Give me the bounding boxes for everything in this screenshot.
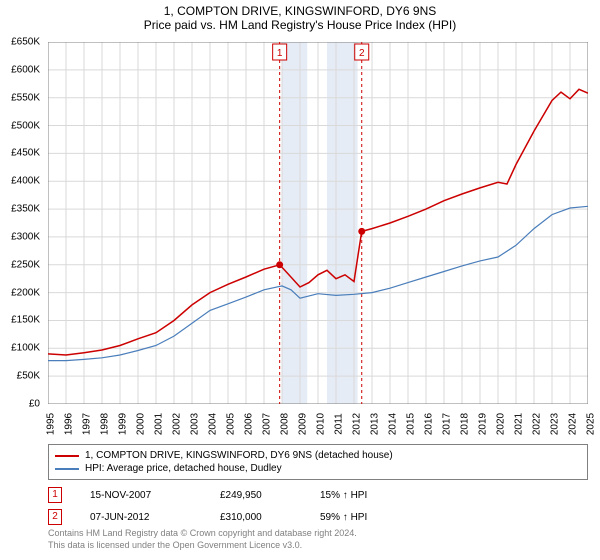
x-tick-label: 2025 (586, 413, 597, 435)
x-tick-label: 2018 (460, 413, 471, 435)
x-tick-label: 2019 (478, 413, 489, 435)
event-row: 1 15-NOV-2007 £249,950 15% ↑ HPI (48, 484, 588, 506)
y-tick-label: £250K (11, 259, 40, 270)
x-tick-label: 2008 (280, 413, 291, 435)
event-hpi: 15% ↑ HPI (320, 490, 367, 501)
y-tick-label: £150K (11, 315, 40, 326)
legend: 1, COMPTON DRIVE, KINGSWINFORD, DY6 9NS … (48, 444, 588, 480)
y-tick-label: £500K (11, 120, 40, 131)
x-tick-label: 2022 (532, 413, 543, 435)
x-tick-label: 2006 (244, 413, 255, 435)
x-tick-label: 2009 (298, 413, 309, 435)
y-tick-label: £400K (11, 176, 40, 187)
x-tick-label: 2023 (550, 413, 561, 435)
legend-label: 1, COMPTON DRIVE, KINGSWINFORD, DY6 9NS … (85, 450, 393, 461)
y-tick-label: £550K (11, 92, 40, 103)
x-tick-label: 2015 (406, 413, 417, 435)
x-tick-label: 2024 (568, 413, 579, 435)
x-tick-label: 2013 (370, 413, 381, 435)
x-tick-label: 2010 (316, 413, 327, 435)
footer-line: Contains HM Land Registry data © Crown c… (48, 528, 588, 540)
plot-area: 12 (48, 42, 588, 404)
x-tick-label: 1999 (118, 413, 129, 435)
y-axis-labels: £0£50K£100K£150K£200K£250K£300K£350K£400… (0, 42, 44, 404)
legend-swatch (55, 455, 79, 457)
legend-item: HPI: Average price, detached house, Dudl… (55, 462, 581, 475)
title-block: 1, COMPTON DRIVE, KINGSWINFORD, DY6 9NS … (0, 0, 600, 32)
x-tick-label: 2003 (190, 413, 201, 435)
y-tick-label: £650K (11, 37, 40, 48)
event-date: 07-JUN-2012 (90, 512, 220, 523)
y-tick-label: £100K (11, 343, 40, 354)
x-tick-label: 2021 (514, 413, 525, 435)
event-marker-icon: 1 (48, 487, 62, 503)
x-tick-label: 1996 (64, 413, 75, 435)
footer-line: This data is licensed under the Open Gov… (48, 540, 588, 552)
x-axis-labels: 1995 1996 1997 1998 1999 2000 2001 2002 2003 2004… (48, 406, 588, 440)
x-tick-label: 2000 (136, 413, 147, 435)
event-hpi: 59% ↑ HPI (320, 512, 367, 523)
x-tick-label: 2011 (334, 413, 345, 435)
x-tick-label: 2001 (154, 413, 165, 435)
x-tick-label: 2016 (424, 413, 435, 435)
y-tick-label: £350K (11, 204, 40, 215)
y-tick-label: £600K (11, 64, 40, 75)
y-tick-label: £450K (11, 148, 40, 159)
x-tick-label: 2002 (172, 413, 183, 435)
event-date: 15-NOV-2007 (90, 490, 220, 501)
event-price: £310,000 (220, 512, 320, 523)
chart-title: 1, COMPTON DRIVE, KINGSWINFORD, DY6 9NS (0, 4, 600, 18)
x-tick-label: 2005 (226, 413, 237, 435)
x-tick-label: 2004 (208, 413, 219, 435)
legend-item: 1, COMPTON DRIVE, KINGSWINFORD, DY6 9NS … (55, 449, 581, 462)
y-tick-label: £300K (11, 231, 40, 242)
event-price: £249,950 (220, 490, 320, 501)
x-tick-label: 1998 (100, 413, 111, 435)
y-tick-label: £200K (11, 287, 40, 298)
legend-swatch (55, 468, 79, 470)
y-tick-label: £0 (29, 399, 40, 410)
x-tick-label: 2007 (262, 413, 273, 435)
x-tick-label: 1995 (46, 413, 57, 435)
legend-label: HPI: Average price, detached house, Dudl… (85, 463, 282, 474)
chart-svg: 12 (48, 42, 588, 404)
x-tick-label: 2017 (442, 413, 453, 435)
x-tick-label: 1997 (82, 413, 93, 435)
event-row: 2 07-JUN-2012 £310,000 59% ↑ HPI (48, 506, 588, 528)
footer: Contains HM Land Registry data © Crown c… (48, 528, 588, 551)
event-marker-icon: 2 (48, 509, 62, 525)
svg-text:1: 1 (277, 48, 283, 59)
x-tick-label: 2012 (352, 413, 363, 435)
svg-text:2: 2 (359, 48, 365, 59)
x-tick-label: 2014 (388, 413, 399, 435)
chart-subtitle: Price paid vs. HM Land Registry's House … (0, 18, 600, 32)
y-tick-label: £50K (17, 371, 40, 382)
x-tick-label: 2020 (496, 413, 507, 435)
event-list: 1 15-NOV-2007 £249,950 15% ↑ HPI 2 07-JU… (48, 484, 588, 528)
chart-container: 1, COMPTON DRIVE, KINGSWINFORD, DY6 9NS … (0, 0, 600, 560)
